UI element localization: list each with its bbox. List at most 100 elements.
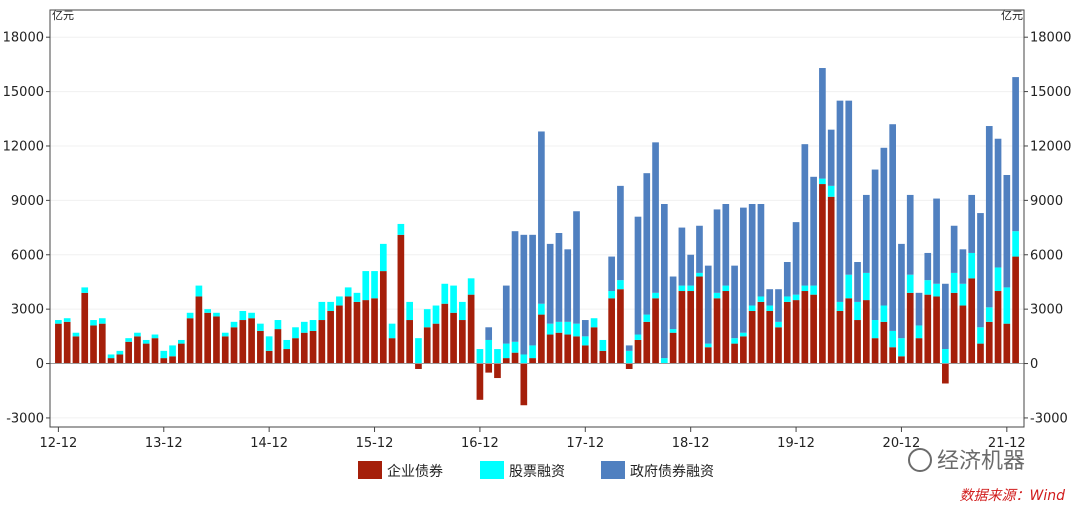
bar-segment bbox=[652, 292, 659, 299]
bar-segment bbox=[178, 339, 185, 344]
bar-segment bbox=[845, 274, 853, 299]
bar-segment bbox=[309, 330, 317, 364]
bar-segment bbox=[55, 320, 62, 324]
bar-segment bbox=[283, 339, 291, 350]
bar-segment bbox=[599, 350, 607, 364]
bar-segment bbox=[862, 272, 870, 301]
bar-segment bbox=[581, 320, 589, 337]
y-tick-label-left: 0 bbox=[36, 357, 44, 372]
bar-segment bbox=[950, 272, 958, 293]
bar-segment bbox=[740, 336, 747, 364]
bar-segment bbox=[906, 194, 914, 275]
bar-segment bbox=[898, 356, 905, 364]
y-tick-label-left: 15000 bbox=[3, 85, 44, 100]
bar-segment bbox=[169, 356, 176, 364]
bar-segment bbox=[371, 271, 378, 299]
bar-segment bbox=[318, 301, 326, 321]
bar-segment bbox=[634, 339, 642, 364]
plot-frame bbox=[49, 9, 1025, 428]
bar-segment bbox=[230, 327, 238, 364]
bar-segment bbox=[63, 321, 71, 364]
bar-segment bbox=[845, 298, 853, 364]
bar-segment bbox=[318, 320, 326, 364]
bar-segment bbox=[898, 338, 905, 357]
bar-segment bbox=[388, 338, 396, 364]
bar-segment bbox=[1012, 77, 1019, 232]
bar-segment bbox=[502, 285, 510, 344]
bar-segment bbox=[538, 131, 545, 304]
bar-segment bbox=[687, 254, 695, 286]
bar-segment bbox=[617, 185, 624, 281]
watermark: 经济机器 bbox=[908, 448, 1025, 474]
y-unit-right: 亿元 bbox=[1001, 9, 1023, 22]
y-tick-label-right: 9000 bbox=[1030, 194, 1063, 209]
bar-segment bbox=[898, 243, 905, 339]
bar-segment bbox=[300, 321, 308, 333]
bar-segment bbox=[880, 305, 888, 322]
bar-segment bbox=[90, 325, 97, 364]
bar-segment bbox=[353, 292, 361, 302]
bar-segment bbox=[450, 285, 457, 313]
bar-segment bbox=[186, 318, 194, 364]
bar-segment bbox=[204, 309, 212, 313]
bar-segment bbox=[327, 301, 334, 311]
bar-segment bbox=[265, 350, 273, 364]
bar-segment bbox=[467, 278, 475, 295]
bar-segment bbox=[107, 354, 115, 359]
bar-segment bbox=[195, 285, 203, 297]
bar-segment bbox=[977, 343, 984, 364]
bar-segment bbox=[669, 329, 677, 333]
bar-segment bbox=[731, 338, 738, 344]
bar-segment bbox=[248, 312, 255, 319]
bar-segment bbox=[309, 320, 317, 331]
bar-segment bbox=[985, 307, 993, 322]
bar-segment bbox=[687, 285, 695, 292]
x-tick-label: 12-12 bbox=[40, 436, 78, 451]
watermark-text: 经济机器 bbox=[937, 449, 1025, 474]
bar-segment bbox=[529, 234, 536, 346]
bar-segment bbox=[985, 321, 993, 364]
bar-segment bbox=[854, 262, 861, 302]
bar-segment bbox=[274, 329, 282, 364]
bar-segment bbox=[221, 336, 229, 364]
bar-segment bbox=[336, 305, 343, 364]
bar-segment bbox=[740, 207, 747, 333]
bar-segment bbox=[283, 349, 291, 364]
bar-segment bbox=[643, 314, 651, 322]
bar-segment bbox=[573, 336, 580, 364]
bar-segment bbox=[362, 300, 370, 364]
bar-segment bbox=[783, 301, 791, 364]
x-tick-label: 15-12 bbox=[356, 436, 394, 451]
bar-segment bbox=[634, 216, 642, 335]
bar-segment bbox=[63, 318, 71, 322]
bar-segment bbox=[827, 185, 835, 197]
x-tick-label: 19-12 bbox=[777, 436, 815, 451]
bar-segment bbox=[1003, 174, 1011, 288]
grid-lines bbox=[50, 36, 1024, 419]
bar-segment bbox=[160, 350, 168, 359]
bar-segment bbox=[722, 285, 730, 292]
y-unit-left: 亿元 bbox=[52, 9, 74, 22]
bar-segment bbox=[538, 303, 545, 315]
bar-segment bbox=[819, 178, 826, 185]
bar-segment bbox=[704, 265, 712, 344]
bar-segment bbox=[968, 194, 976, 253]
bar-segment bbox=[748, 305, 756, 311]
bar-segment bbox=[678, 285, 686, 292]
bar-segment bbox=[915, 338, 923, 364]
bar-segment bbox=[134, 332, 141, 337]
bar-segment bbox=[476, 363, 484, 400]
bar-segment bbox=[669, 276, 677, 330]
bar-segment bbox=[775, 289, 782, 322]
y-axis-left: -3000 0 3000 6000 9000 12000 15000 18000 bbox=[3, 31, 50, 426]
bar-segment bbox=[942, 349, 949, 364]
bar-segment bbox=[125, 341, 132, 364]
bar-segment bbox=[994, 138, 1002, 268]
bar-segment bbox=[643, 173, 651, 315]
bar-segment bbox=[687, 291, 695, 364]
bar-segment bbox=[485, 327, 493, 340]
bar-segment bbox=[441, 283, 449, 304]
y-tick-label-right: 18000 bbox=[1030, 31, 1071, 46]
bar-segment bbox=[362, 271, 370, 301]
bar-segment bbox=[836, 310, 844, 364]
